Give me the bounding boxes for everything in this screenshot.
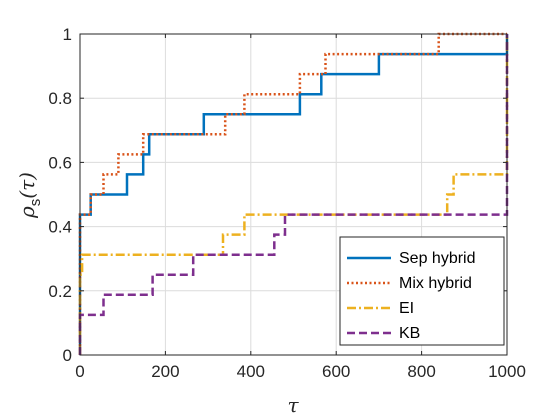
legend: Sep hybrid Mix hybrid EI KB bbox=[339, 236, 505, 346]
x-tick-label: 400 bbox=[237, 362, 265, 381]
tick-marks bbox=[79, 33, 508, 356]
series-group bbox=[78, 32, 509, 355]
x-tick-label: 800 bbox=[407, 362, 435, 381]
series-line-1 bbox=[78, 32, 507, 355]
x-tick-label: 0 bbox=[75, 362, 84, 381]
y-tick-label: 1 bbox=[63, 25, 72, 44]
y-axis-label-main: ρ bbox=[15, 206, 39, 219]
svg-text:ρs(τ): ρs(τ) bbox=[15, 172, 44, 219]
legend-label-0: Sep hybrid bbox=[399, 250, 476, 267]
legend-label-1: Mix hybrid bbox=[399, 275, 472, 292]
legend-label-2: EI bbox=[399, 300, 414, 317]
y-axis-label: ρs(τ) bbox=[15, 172, 44, 219]
x-tick-label: 200 bbox=[151, 362, 179, 381]
legend-box bbox=[339, 236, 505, 346]
axes-box bbox=[79, 33, 508, 356]
y-tick-label: 0 bbox=[63, 346, 72, 365]
tick-labels: 0 200 400 600 800 1000 0 0.2 0.4 0.6 0.8 1 bbox=[48, 25, 526, 381]
y-tick-label: 0.6 bbox=[48, 153, 72, 172]
y-axis-label-sub: s bbox=[27, 199, 44, 207]
x-tick-label: 1000 bbox=[488, 362, 526, 381]
y-tick-label: 0.8 bbox=[48, 89, 72, 108]
series-line-2 bbox=[78, 34, 509, 355]
series-line-3 bbox=[78, 34, 509, 355]
y-axis-label-arg: (τ) bbox=[15, 172, 39, 199]
y-tick-label: 0.4 bbox=[48, 218, 72, 237]
y-tick-label: 0.2 bbox=[48, 282, 72, 301]
x-tick-label: 600 bbox=[322, 362, 350, 381]
x-axis-label: τ bbox=[287, 393, 299, 417]
legend-label-3: KB bbox=[399, 325, 420, 342]
